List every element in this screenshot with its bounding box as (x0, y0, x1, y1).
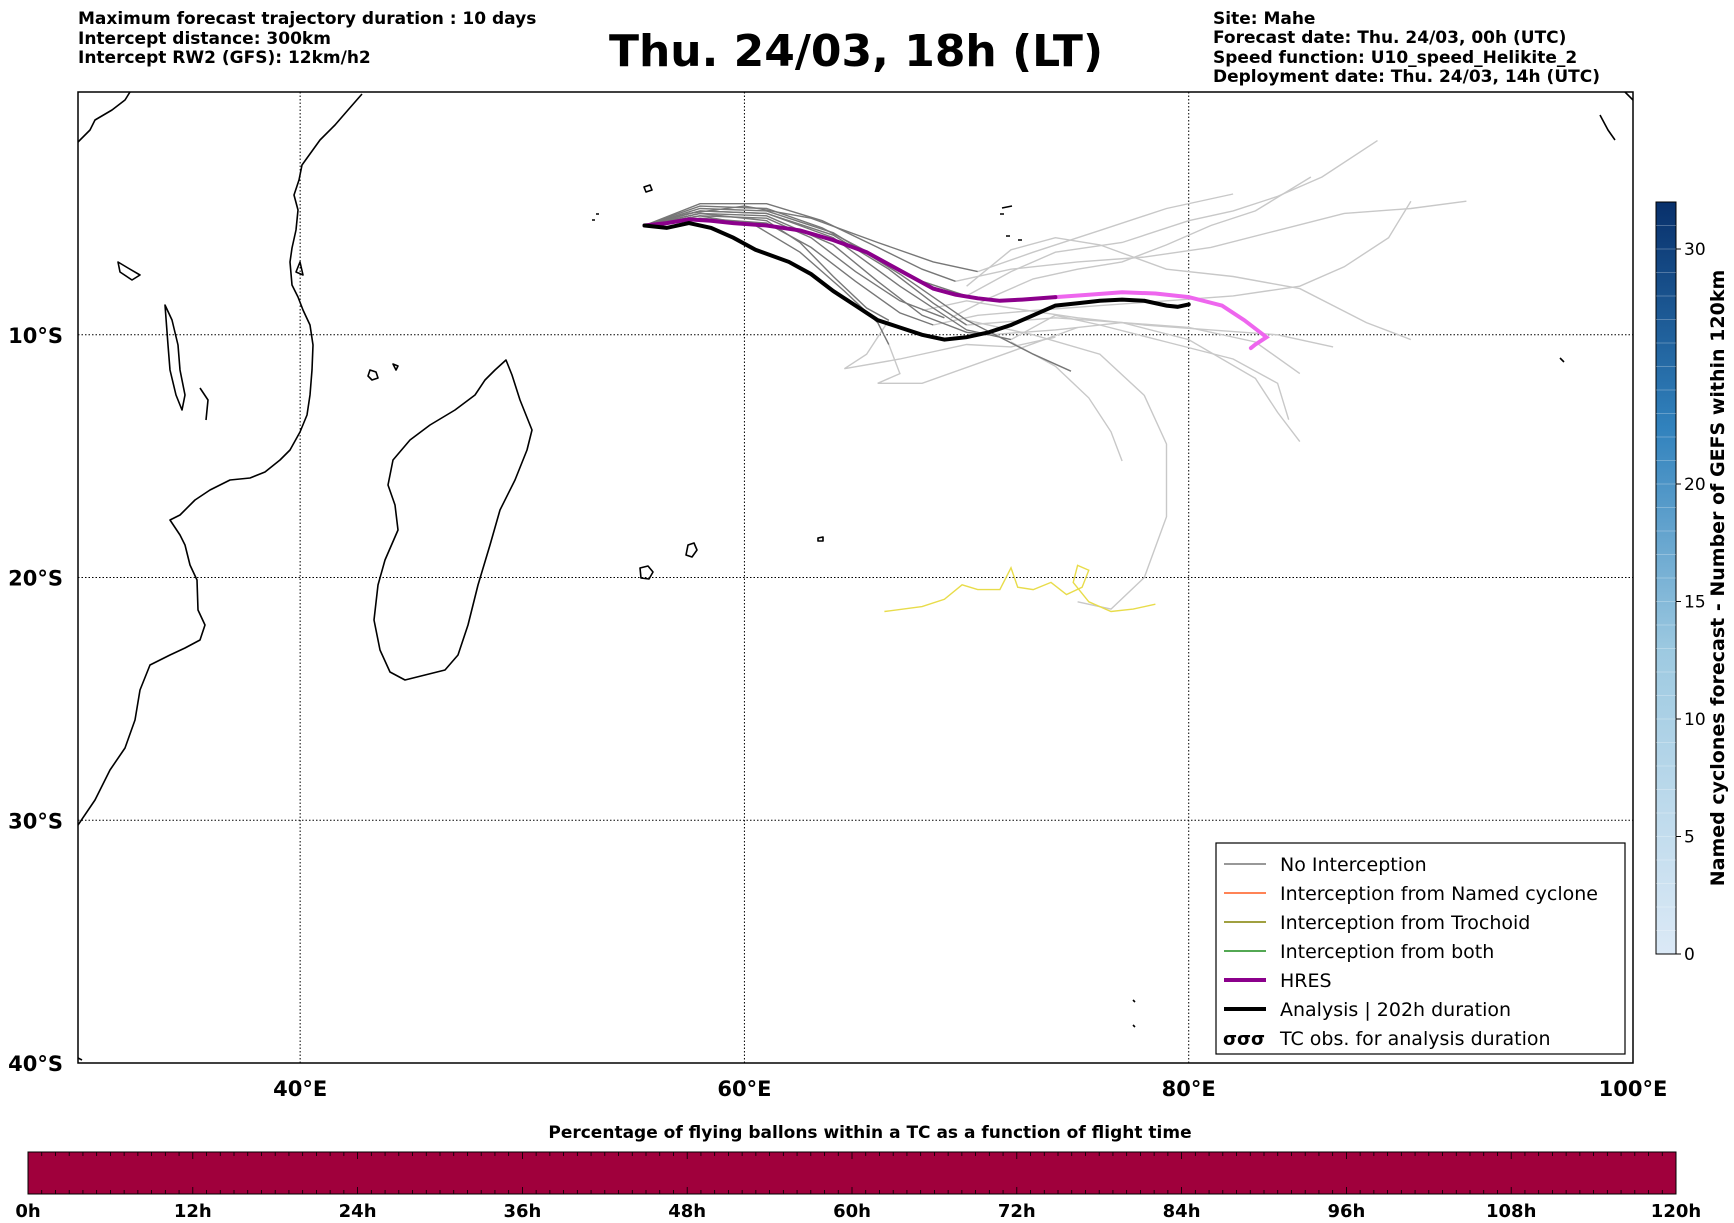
legend-item-label: HRES (1280, 970, 1332, 992)
ensemble-member-late-track (966, 317, 1301, 443)
ensemble-member-track (644, 210, 967, 326)
right-colorbar-ticks: 0 5 10 15 20 30 (1676, 240, 1706, 965)
comoros-island-1 (367, 369, 379, 381)
bottom-colorbar-tick-label: 48h (668, 1201, 706, 1222)
legend-item-label: No Interception (1280, 854, 1427, 876)
ensemble-member-late-track (966, 319, 1168, 610)
north-coast-fragments (78, 92, 131, 143)
right-colorbar-tick-label: 10 (1684, 710, 1706, 730)
madagascar-coastline (373, 359, 533, 681)
header-left-line-3: Intercept RW2 (GFS): 12km/h2 (78, 48, 371, 68)
right-colorbar-tick-label: 0 (1684, 945, 1695, 965)
coastlines (78, 92, 1633, 1061)
bottom-colorbar-tick-label: 108h (1486, 1201, 1536, 1222)
chagos-islands (1006, 235, 1022, 241)
map-axis-labels: 40°E 60°E 80°E 100°E 10°S 20°S 30°S 40°S (8, 324, 1667, 1101)
ensemble-member-late-track (988, 321, 1301, 375)
bottom-colorbar-tick-label: 12h (174, 1201, 212, 1222)
amsterdam-island (1132, 999, 1136, 1028)
legend-symbol-tc-obs: σσσ (1223, 1029, 1265, 1050)
right-colorbar-bands (1656, 225, 1676, 931)
analysis-track (642, 221, 1191, 342)
legend-item-label: Interception from Named cyclone (1280, 883, 1598, 905)
legend-item-label: Interception from Trochoid (1280, 912, 1530, 934)
header-right-line-4: Deployment date: Thu. 24/03, 14h (UTC) (1213, 67, 1600, 87)
latitude-tick-label: 20°S (8, 567, 63, 591)
header-right-info: Site: Mahe Forecast date: Thu. 24/03, 00… (1213, 9, 1600, 87)
comoros-island-2 (392, 363, 399, 371)
ensemble-member-late-track (950, 176, 1312, 319)
figure-title: Thu. 24/03, 18h (LT) (609, 26, 1103, 77)
map-gridlines (78, 92, 1633, 1063)
zanzibar-coastline (295, 261, 304, 276)
tc-observation-track (884, 564, 1156, 613)
bottom-colorbar-tick-label: 36h (503, 1201, 541, 1222)
header-right-line-2: Forecast date: Thu. 24/03, 00h (UTC) (1213, 28, 1566, 48)
cocos-islands (1559, 357, 1565, 363)
right-colorbar-tick-label: 20 (1684, 475, 1706, 495)
bottom-colorbar-tick-label: 60h (833, 1201, 871, 1222)
bottom-colorbar-tick-label: 24h (339, 1201, 377, 1222)
ensemble-member-track (644, 203, 956, 282)
ensemble-member-late-track (844, 319, 1056, 370)
right-colorbar-label: Named cyclones forecast - Number of GEFS… (1707, 270, 1729, 887)
trajectory-tracks (642, 140, 1467, 613)
right-colorbar-tick-label: 15 (1684, 593, 1706, 613)
bottom-colorbar-tick-label: 72h (998, 1201, 1036, 1222)
lake-tanganyika (164, 304, 186, 411)
longitude-tick-label: 60°E (717, 1077, 771, 1101)
latitude-tick-label: 30°S (8, 809, 63, 833)
legend-item-label: Interception from both (1280, 941, 1494, 963)
header-right-line-1: Site: Mahe (1213, 9, 1315, 29)
ensemble-member-late-track (966, 236, 1412, 341)
ensemble-member-late-track (1010, 314, 1290, 420)
right-colorbar: 0 5 10 15 20 30 Named cyclones forecast - Num… (1655, 201, 1729, 965)
legend-item-label: Analysis | 202h duration (1280, 999, 1511, 1021)
longitude-tick-label: 40°E (273, 1077, 327, 1101)
longitude-tick-label: 100°E (1599, 1077, 1668, 1101)
header-right-line-3: Speed function: U10_speed_Helikite_2 (1213, 48, 1577, 68)
latitude-tick-label: 10°S (8, 324, 63, 348)
ensemble-member-track (644, 212, 890, 321)
legend: No Interception Interception from Named c… (1215, 842, 1626, 1055)
header-left-line-1: Maximum forecast trajectory duration : 1… (78, 9, 536, 29)
map-frame (77, 91, 1634, 1064)
legend-item-label: TC obs. for analysis duration (1279, 1028, 1551, 1050)
africa-coastline (78, 93, 363, 826)
bottom-colorbar: Percentage of flying ballons within a TC… (15, 1123, 1701, 1222)
ensemble-member-late-track (955, 200, 1467, 282)
rodrigues-island (817, 536, 824, 542)
right-colorbar-gradient (1655, 201, 1677, 955)
right-colorbar-tick-label: 5 (1684, 828, 1695, 848)
seychelles-islands (592, 184, 1013, 221)
reunion-coastline (639, 565, 654, 580)
header-left-line-2: Intercept distance: 300km (78, 29, 331, 49)
ensemble-member-track (644, 215, 890, 345)
bottom-colorbar-tick-label: 96h (1327, 1201, 1365, 1222)
ensemble-member-late-track (966, 140, 1378, 297)
bottom-colorbar-tick-label: 0h (15, 1201, 40, 1222)
hres-late-track (1053, 290, 1270, 351)
ensemble-member-late-track (921, 300, 1334, 348)
indonesia-fragment (1599, 92, 1633, 141)
mauritius-coastline (685, 542, 698, 558)
lake-victoria-fragment (117, 261, 141, 281)
latitude-tick-label: 40°S (8, 1052, 63, 1076)
bottom-colorbar-title: Percentage of flying ballons within a TC… (548, 1123, 1191, 1143)
bottom-colorbar-ticks: 0h 12h 24h 36h 48h 60h 72h 84h 96h 108h 120h (15, 1152, 1701, 1222)
right-colorbar-tick-label: 30 (1684, 240, 1706, 260)
lake-malawi (199, 387, 209, 421)
bottom-colorbar-tick-label: 120h (1651, 1201, 1701, 1222)
longitude-tick-label: 80°E (1162, 1077, 1216, 1101)
ensemble-member-late-track (977, 193, 1234, 273)
ensemble-member-track (644, 212, 989, 336)
legend-box (1215, 842, 1626, 1055)
header-left-info: Maximum forecast trajectory duration : 1… (78, 9, 536, 68)
hres-track (642, 217, 1058, 303)
bottom-colorbar-tick-label: 84h (1163, 1201, 1201, 1222)
